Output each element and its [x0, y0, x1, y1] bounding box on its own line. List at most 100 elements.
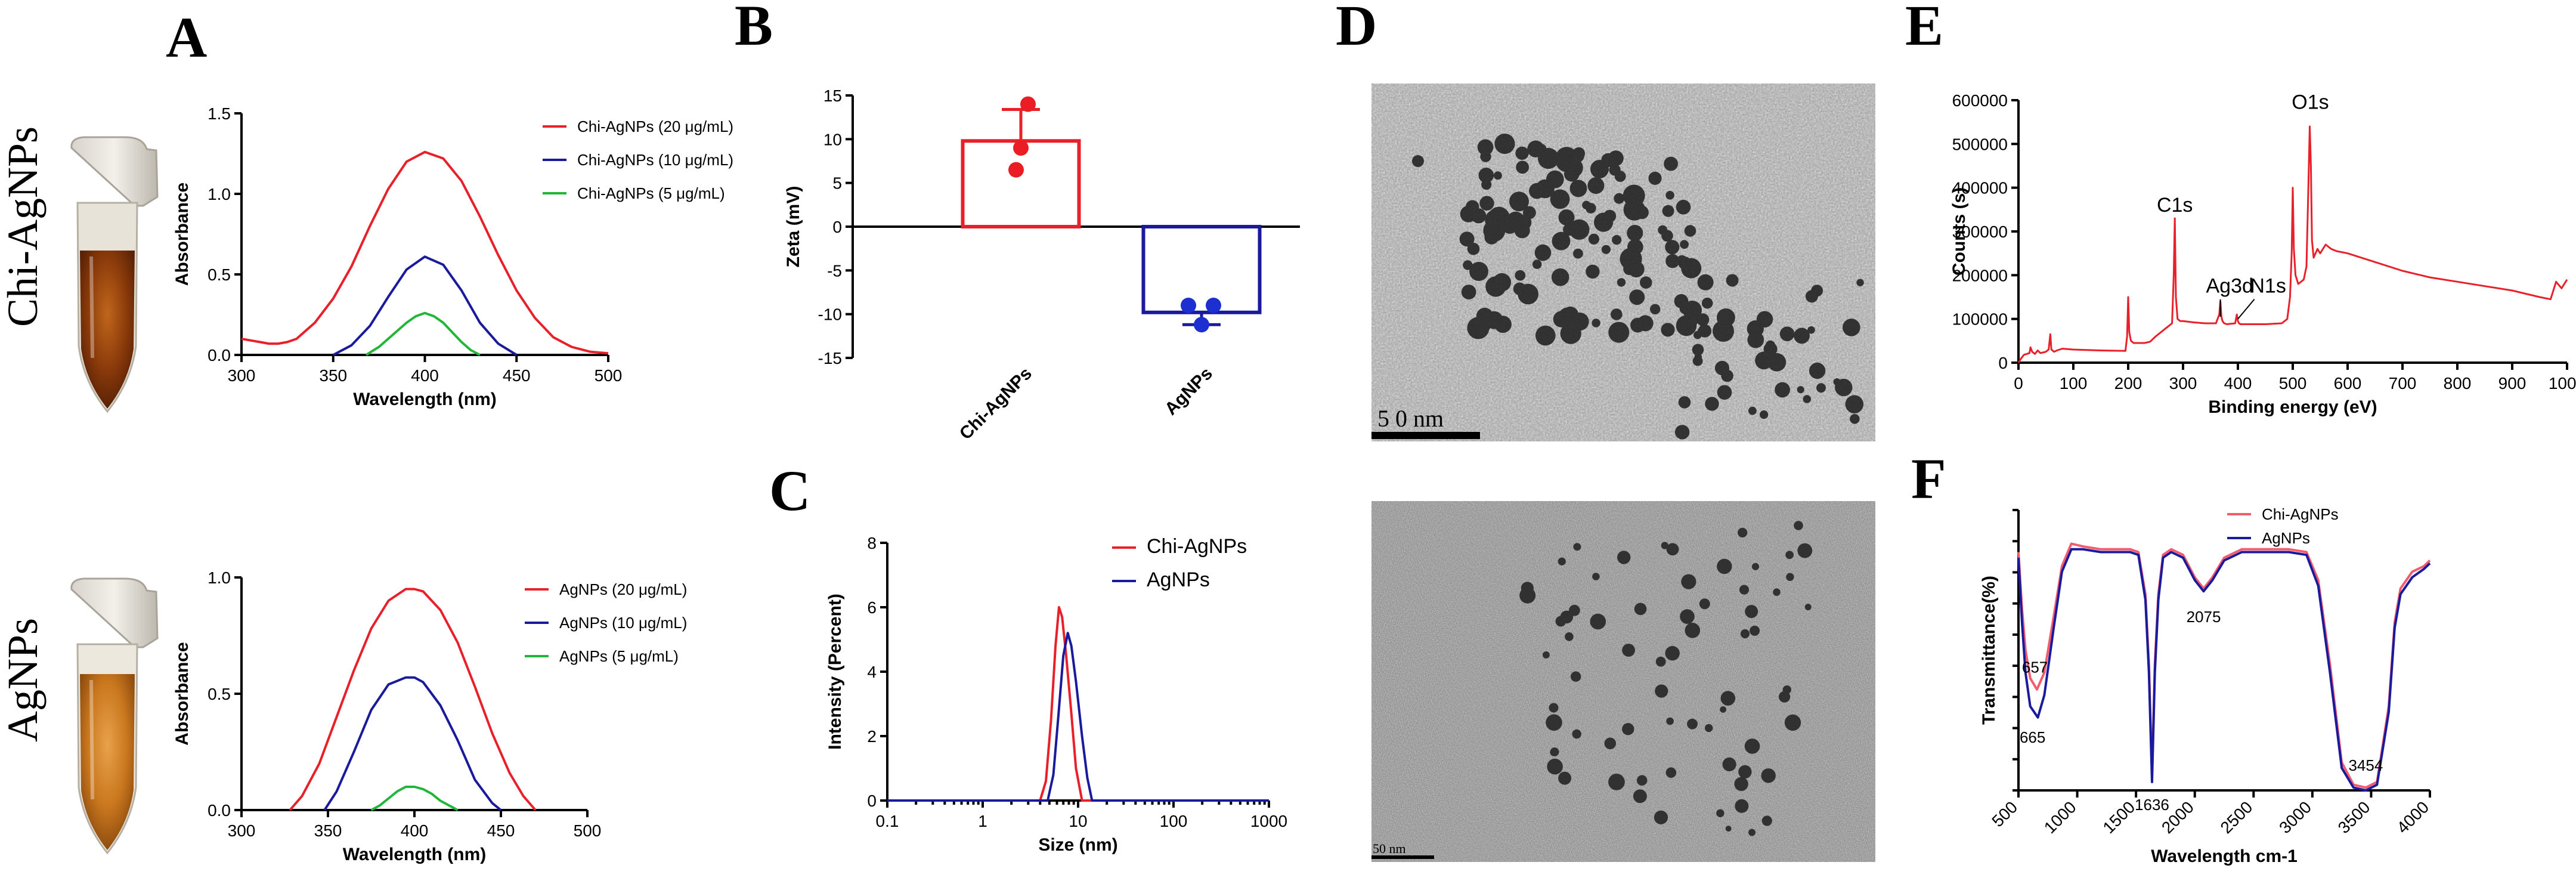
nanoparticle [1553, 311, 1570, 327]
nanoparticle [1532, 259, 1542, 269]
nanoparticle [1676, 199, 1691, 215]
tube-photo-agnps [70, 577, 159, 855]
peak-annotation-1: 657 [2022, 659, 2048, 676]
category-label-2: AgNPs [1161, 364, 1216, 419]
nanoparticle [1485, 276, 1506, 297]
x-tick-label: 500 [2279, 374, 2307, 393]
nanoparticle [1803, 395, 1812, 403]
nanoparticle [1459, 231, 1475, 247]
nanoparticle [1612, 235, 1622, 245]
nanoparticle [1755, 351, 1773, 370]
nanoparticle [1680, 240, 1689, 249]
tem-micrograph-chi-agnps: 5 0 nm [1371, 84, 1875, 441]
nanoparticle [1565, 632, 1574, 641]
legend-label-3: AgNPs (5 μg/mL) [559, 647, 679, 665]
nanoparticle [1467, 242, 1480, 255]
x-tick-label: 400 [2224, 374, 2252, 393]
nanoparticle [1513, 215, 1522, 225]
legend-label-1: Chi-AgNPs (20 μg/mL) [577, 118, 733, 135]
nanoparticle [1760, 410, 1769, 419]
y-tick-label: 1.5 [208, 104, 231, 123]
nanoparticle [1665, 767, 1677, 778]
panel-letter-a: A [166, 5, 207, 69]
nanoparticle [1560, 323, 1581, 344]
y-tick-label: 300000 [1952, 222, 2008, 241]
nanoparticle [1761, 815, 1772, 826]
nanoparticle [1516, 160, 1530, 174]
nanoparticle [1744, 738, 1760, 754]
nanoparticle [1738, 527, 1748, 538]
y-tick-label: 6 [867, 598, 877, 617]
x-tick-label: 500 [595, 366, 623, 385]
x-tick-label: 300 [228, 366, 256, 385]
nanoparticle [1705, 724, 1713, 733]
y-tick-label: 500000 [1952, 135, 2008, 153]
nanoparticle [1603, 209, 1617, 222]
scale-bar-top [1371, 432, 1480, 439]
nanoparticle [1480, 151, 1491, 162]
nanoparticle [1809, 362, 1826, 379]
nanoparticle [1666, 717, 1674, 725]
nanoparticle [1550, 189, 1570, 209]
x-tick-label: 4000 [2393, 798, 2432, 837]
nanoparticle [1794, 327, 1810, 344]
nanoparticle [1661, 542, 1668, 549]
nanoparticle [1488, 206, 1510, 228]
y-tick-label: 1.0 [208, 568, 231, 587]
nanoparticle [1573, 543, 1581, 551]
y-tick-label: 1.0 [208, 185, 231, 203]
nanoparticle [1471, 208, 1487, 224]
y-tick-label: 0 [832, 218, 842, 236]
nanoparticle [1535, 325, 1556, 346]
nanoparticle [1811, 285, 1823, 297]
y-tick-label: 4 [867, 663, 877, 681]
series-line-1 [887, 606, 1269, 802]
x-tick-label: 100 [1160, 812, 1188, 830]
nanoparticle [1481, 179, 1492, 190]
nanoparticle [1773, 588, 1781, 596]
nanoparticle [1608, 322, 1630, 343]
nanoparticle [1751, 563, 1760, 570]
nanoparticle [1679, 303, 1690, 314]
nanoparticle [1699, 598, 1710, 610]
y-axis-title: Zeta (mV) [784, 186, 803, 268]
nanoparticle [1558, 209, 1575, 225]
nanoparticle [1569, 180, 1587, 197]
nanoparticle [1698, 324, 1712, 338]
x-tick-label: 200 [2114, 374, 2142, 393]
nanoparticle [1735, 799, 1749, 813]
nanoparticle [1816, 383, 1826, 393]
y-tick-label: -10 [818, 305, 842, 324]
series-line-1 [2017, 542, 2431, 789]
x-axis-title: Wavelength cm-1 [2151, 846, 2298, 866]
series-line-1 [2017, 125, 2568, 363]
nanoparticle [1720, 706, 1727, 713]
nanoparticle [1588, 233, 1600, 245]
nanoparticle [1785, 551, 1794, 560]
nanoparticle [1761, 768, 1776, 783]
legend-label-1: Chi-AgNPs [2262, 505, 2339, 523]
nanoparticle [1717, 385, 1732, 400]
y-axis-title: Absorbance [172, 183, 192, 286]
nanoparticle [1665, 191, 1674, 200]
ftir-spectrum-chart: 500 1000 1500 2000 2500 3000 3500 4000Wavelengt… [1979, 505, 2432, 866]
series-line-1 [289, 588, 537, 811]
panel-letter-b: B [735, 0, 773, 57]
nanoparticle [1587, 177, 1605, 194]
peak-annotation-4: 2075 [2187, 608, 2221, 626]
data-point [1181, 298, 1196, 313]
nanoparticle [1681, 574, 1696, 589]
panel-letter-d: D [1336, 0, 1377, 57]
nanoparticle [1608, 774, 1625, 790]
nanoparticle [1601, 245, 1611, 254]
nanoparticle [1739, 585, 1750, 595]
x-tick-label: 450 [503, 366, 531, 385]
nanoparticle [1674, 425, 1690, 440]
data-point [1020, 96, 1036, 112]
y-tick-label: 0.0 [208, 801, 231, 820]
scale-bar-label-top: 5 0 nm [1377, 405, 1444, 432]
nanoparticle [1786, 573, 1794, 581]
sample-label-chi-agnps: Chi-AgNPs [0, 126, 47, 327]
nanoparticle [1469, 262, 1488, 281]
